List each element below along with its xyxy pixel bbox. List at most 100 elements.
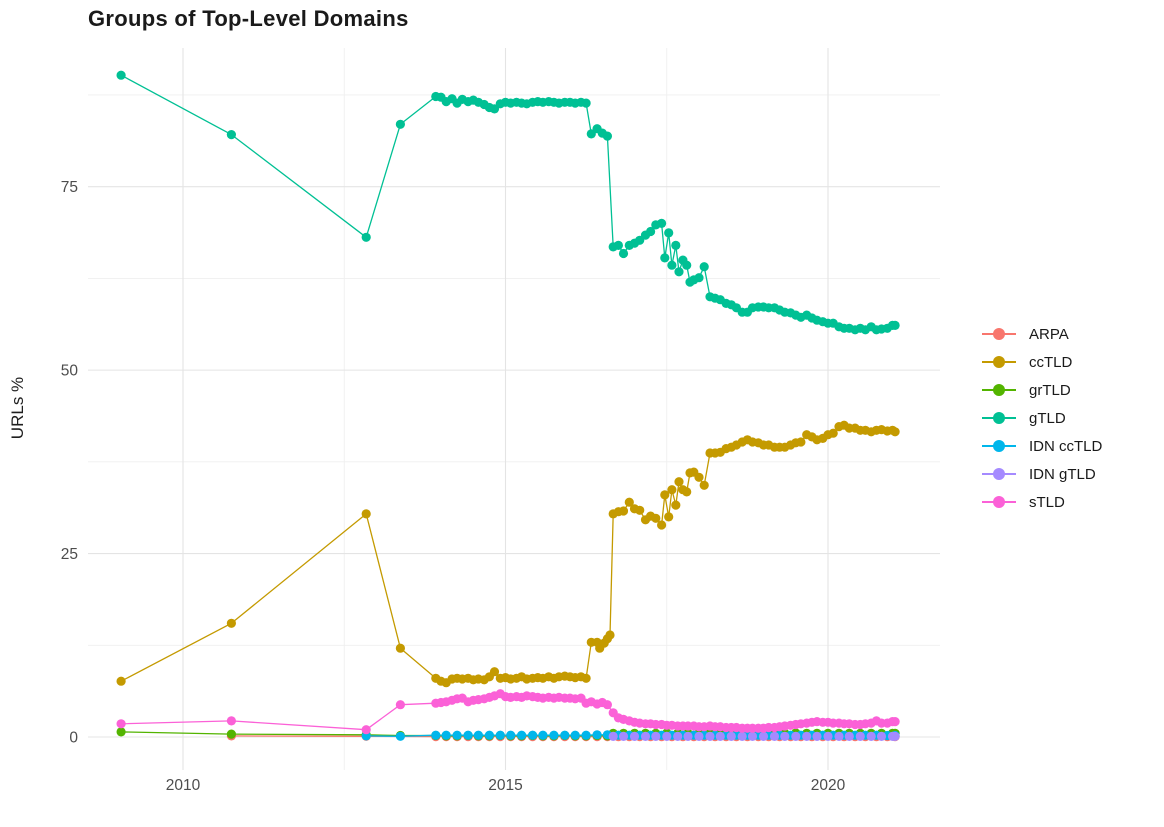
data-point-idn-gtld bbox=[629, 731, 640, 742]
data-point-cctld bbox=[395, 643, 405, 653]
data-point-idn-cctld bbox=[441, 730, 451, 740]
data-point-cctld bbox=[635, 505, 645, 515]
data-point-gtld bbox=[694, 273, 704, 283]
data-point-idn-cctld bbox=[484, 730, 494, 740]
data-point-idn-cctld bbox=[581, 730, 591, 740]
data-point-cctld bbox=[694, 472, 704, 482]
data-point-idn-gtld bbox=[673, 731, 683, 742]
legend-label: gTLD bbox=[1029, 409, 1066, 427]
legend-key-icon bbox=[982, 412, 1016, 424]
legend-key-icon bbox=[982, 496, 1016, 508]
y-tick-label: 75 bbox=[61, 179, 78, 196]
x-tick-label: 2010 bbox=[166, 777, 201, 794]
data-point-stld bbox=[361, 725, 371, 735]
legend-item-idn-cctld: IDN ccTLD bbox=[982, 432, 1102, 460]
data-point-cctld bbox=[489, 667, 500, 677]
data-point-gtld bbox=[581, 98, 591, 108]
data-point-cctld bbox=[682, 487, 692, 497]
data-point-stld bbox=[602, 700, 613, 710]
data-point-cctld bbox=[671, 500, 681, 510]
data-point-gtld bbox=[699, 262, 709, 272]
legend-item-arpa: ARPA bbox=[982, 320, 1102, 348]
data-point-idn-cctld bbox=[592, 730, 602, 740]
data-point-cctld bbox=[116, 676, 126, 686]
data-point-cctld bbox=[581, 673, 591, 683]
data-point-idn-gtld bbox=[758, 731, 769, 742]
data-point-cctld bbox=[361, 509, 371, 519]
data-point-idn-cctld bbox=[560, 730, 570, 740]
data-point-idn-gtld bbox=[715, 731, 725, 742]
legend-label: ARPA bbox=[1029, 325, 1069, 343]
data-point-idn-gtld bbox=[651, 731, 661, 742]
data-point-gtld bbox=[674, 267, 684, 277]
data-point-cctld bbox=[618, 506, 629, 516]
data-point-grtld bbox=[226, 729, 236, 739]
data-point-idn-gtld bbox=[791, 731, 801, 742]
chart-title: Groups of Top-Level Domains bbox=[88, 6, 409, 31]
data-point-idn-gtld bbox=[747, 731, 758, 742]
x-tick-label: 2020 bbox=[811, 777, 846, 794]
legend-label: ccTLD bbox=[1029, 353, 1073, 371]
data-point-gtld bbox=[671, 240, 681, 250]
data-point-cctld bbox=[660, 490, 670, 500]
y-tick-label: 25 bbox=[61, 546, 78, 563]
x-tick-label: 2015 bbox=[488, 777, 522, 794]
data-point-cctld bbox=[674, 477, 684, 487]
data-point-cctld bbox=[657, 520, 667, 530]
data-point-idn-gtld bbox=[823, 731, 833, 742]
data-point-idn-gtld bbox=[769, 731, 780, 742]
legend-label: IDN gTLD bbox=[1029, 465, 1096, 483]
legend-key-icon bbox=[982, 356, 1016, 368]
data-point-idn-cctld bbox=[528, 730, 538, 740]
legend: ARPA ccTLD grTLD gTLD IDN ccTLD IDN gTLD sTLD bbox=[982, 320, 1102, 516]
data-point-idn-gtld bbox=[802, 731, 812, 742]
data-point-idn-cctld bbox=[570, 730, 580, 740]
data-point-cctld bbox=[664, 512, 674, 522]
data-point-gtld bbox=[395, 119, 405, 129]
series-line-gtld bbox=[120, 74, 896, 331]
data-point-idn-gtld bbox=[855, 731, 865, 742]
data-point-idn-gtld bbox=[662, 731, 672, 742]
legend-item-grtld: grTLD bbox=[982, 376, 1102, 404]
data-point-grtld bbox=[116, 727, 126, 737]
data-point-idn-gtld bbox=[876, 731, 887, 742]
data-point-idn-gtld bbox=[834, 731, 844, 742]
data-point-idn-cctld bbox=[452, 730, 462, 740]
data-point-idn-gtld bbox=[618, 731, 629, 742]
data-point-gtld bbox=[613, 240, 624, 250]
data-point-idn-gtld bbox=[608, 731, 618, 742]
data-point-cctld bbox=[624, 497, 634, 507]
legend-key-icon bbox=[982, 384, 1016, 396]
legend-label: grTLD bbox=[1029, 381, 1071, 399]
data-point-cctld bbox=[226, 618, 236, 628]
data-point-idn-gtld bbox=[737, 731, 747, 742]
data-point-stld bbox=[116, 719, 126, 729]
data-point-idn-gtld bbox=[812, 731, 822, 742]
data-point-gtld bbox=[667, 260, 677, 270]
legend-item-stld: sTLD bbox=[982, 488, 1102, 516]
data-point-idn-gtld bbox=[640, 731, 651, 742]
data-point-gtld bbox=[361, 232, 371, 242]
data-point-idn-cctld bbox=[431, 730, 441, 740]
data-point-idn-gtld bbox=[890, 731, 900, 742]
data-point-idn-gtld bbox=[705, 731, 715, 742]
legend-label: sTLD bbox=[1029, 493, 1065, 511]
data-point-gtld bbox=[116, 70, 126, 80]
data-point-idn-cctld bbox=[506, 730, 516, 740]
data-point-idn-gtld bbox=[866, 731, 876, 742]
data-point-gtld bbox=[660, 253, 670, 263]
data-point-cctld bbox=[699, 480, 709, 490]
data-point-idn-gtld bbox=[726, 731, 736, 742]
data-point-idn-gtld bbox=[683, 731, 693, 742]
data-point-idn-cctld bbox=[395, 731, 405, 741]
data-point-idn-gtld bbox=[694, 731, 704, 742]
legend-key-icon bbox=[982, 328, 1016, 340]
data-point-gtld bbox=[618, 248, 629, 259]
data-point-gtld bbox=[602, 131, 613, 141]
data-point-idn-cctld bbox=[549, 730, 559, 740]
data-point-gtld bbox=[646, 226, 656, 237]
data-point-cctld bbox=[651, 513, 661, 523]
data-point-gtld bbox=[682, 260, 692, 270]
